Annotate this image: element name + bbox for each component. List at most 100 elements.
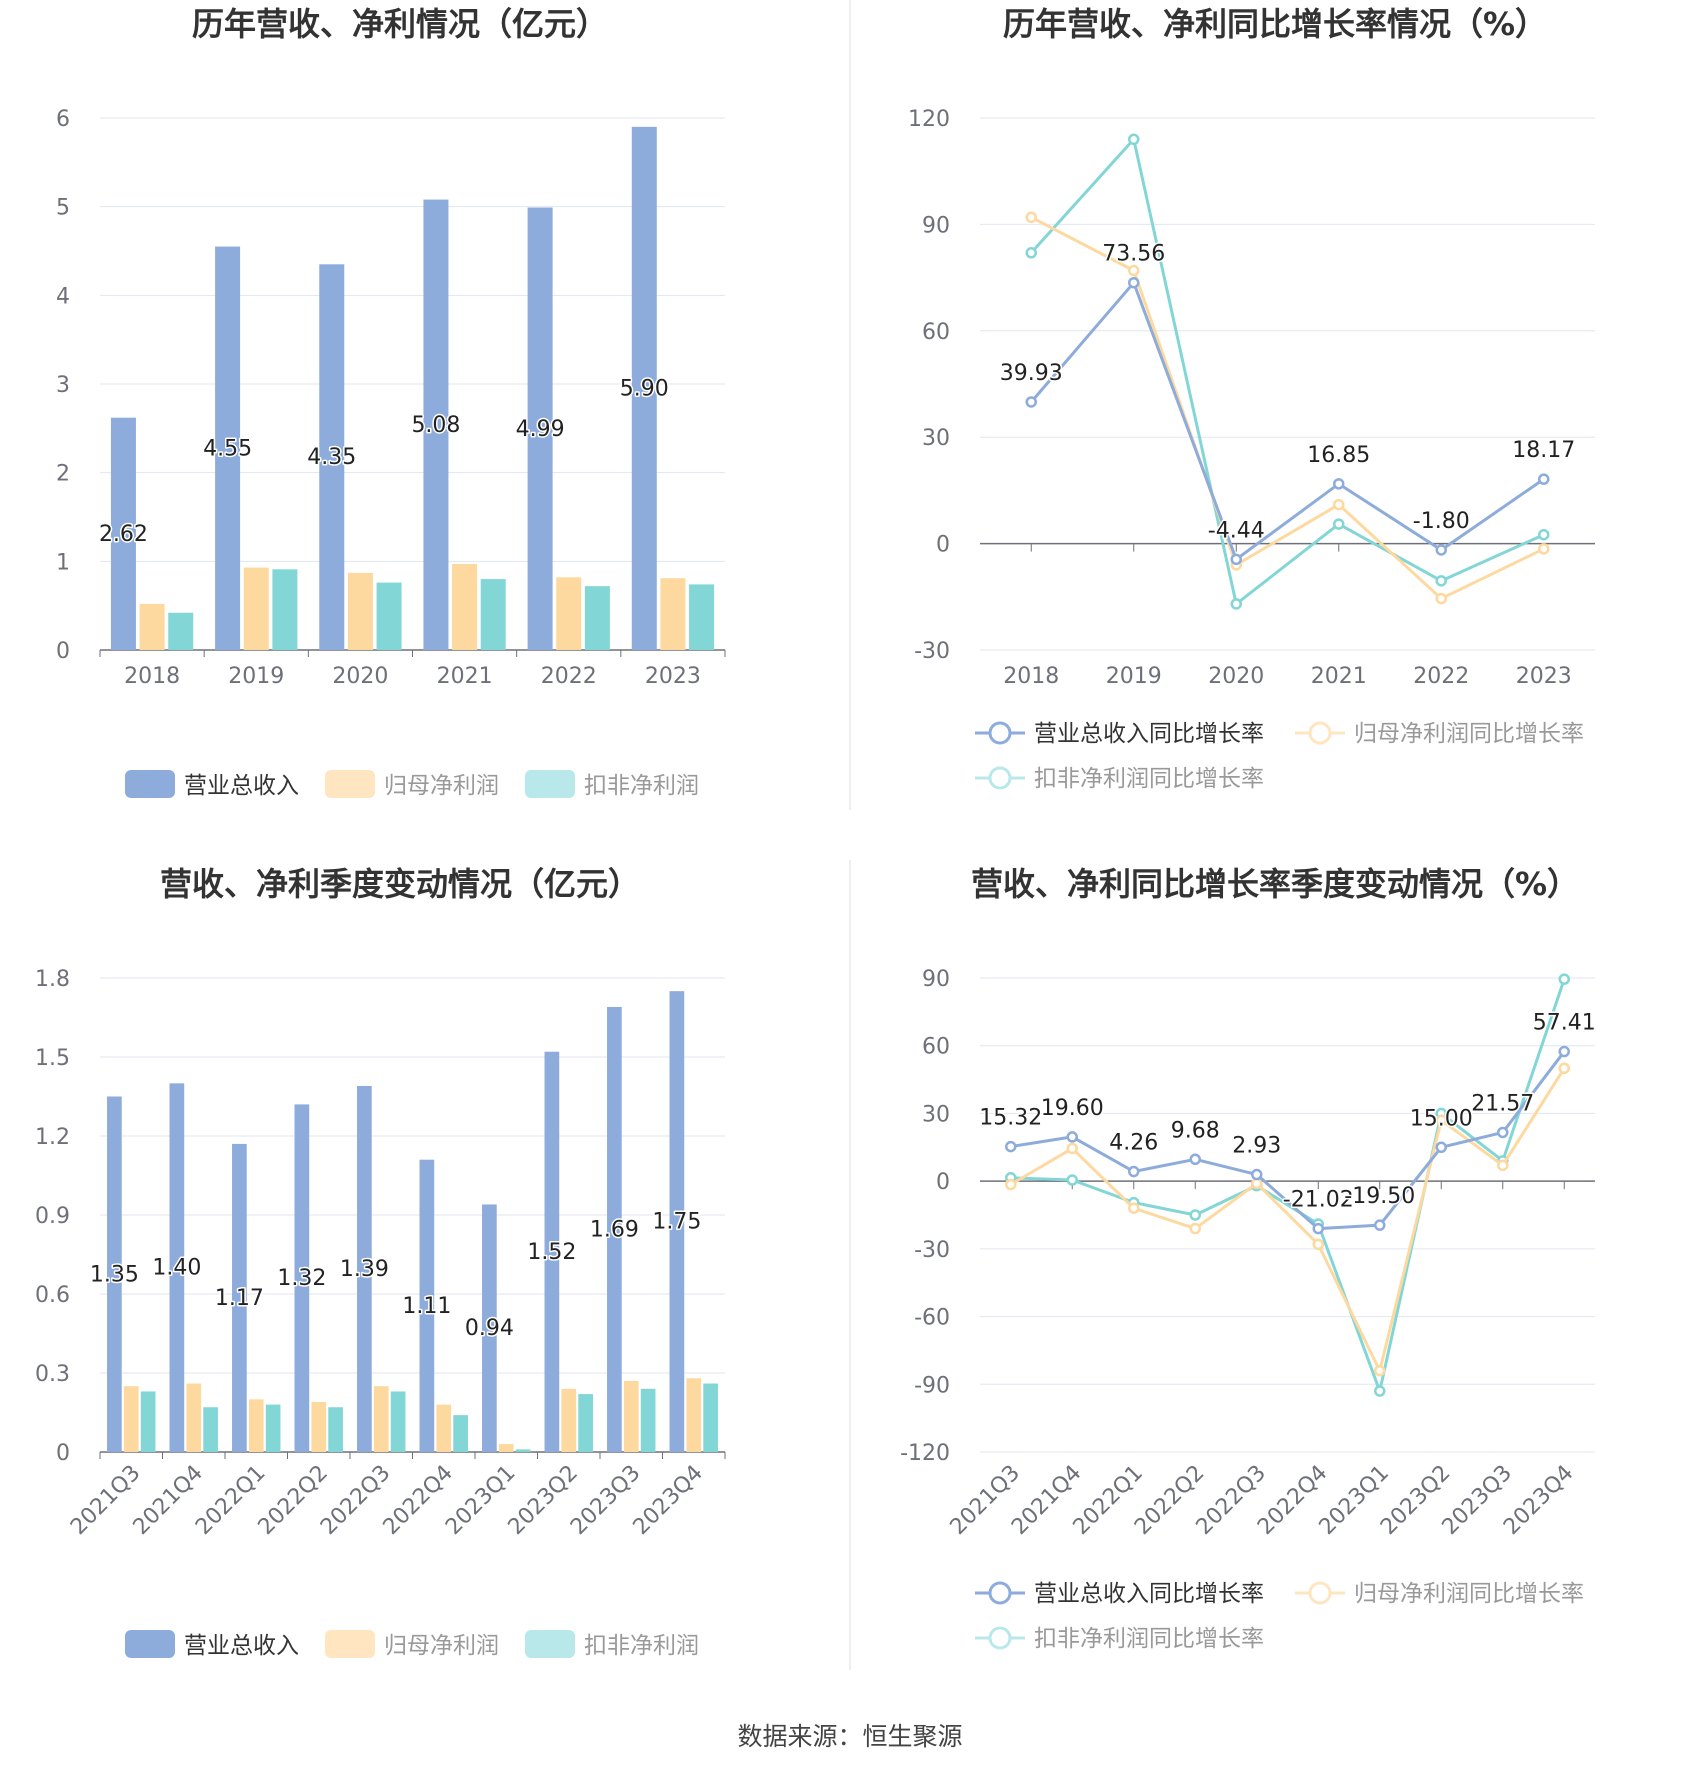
bar-revenue (631, 126, 657, 650)
bar-net_profit (623, 1380, 639, 1452)
y-tick-label: 60 (922, 1035, 950, 1060)
bar-net_profit (686, 1378, 702, 1452)
x-tick-label: 2018 (1003, 664, 1059, 689)
x-tick-label: 2021 (1311, 664, 1367, 689)
chart-title: 历年营收、净利同比增长率情况（%） (1003, 5, 1547, 43)
point-revenue (1374, 1219, 1386, 1231)
bar-deducted_profit (203, 1407, 218, 1452)
line-revenue (1010, 1050, 1566, 1231)
line-revenue (1030, 281, 1545, 561)
point-revenue (1312, 1222, 1324, 1235)
line-data-label: 15.00 (1410, 1106, 1473, 1131)
bar-data-label: 1.32 (277, 1266, 326, 1291)
bar-net_profit (248, 1399, 264, 1452)
legend-label: 扣非净利润 (584, 1633, 699, 1659)
point-deducted_profit (1538, 528, 1550, 541)
data-source-note: 数据来源：恒生聚源 (737, 1722, 962, 1751)
line-data-label: -4.44 (1208, 518, 1265, 543)
y-tick-label: 90 (922, 967, 950, 992)
bar-net_profit (347, 572, 373, 650)
legend-item-revenue: 营业总收入同比增长率 (975, 1581, 1264, 1607)
annual-revenue-profit-bar-chart: 历年营收、净利情况（亿元） 0 1 2 3 4 5 6 2018 2019 2020 2021 2022… (56, 5, 726, 799)
y-tick-label: -90 (914, 1373, 950, 1398)
x-tick-label: 2019 (228, 664, 284, 689)
legend-label: 归母净利润同比增长率 (1354, 721, 1584, 747)
line-net_profit (1030, 215, 1545, 601)
legend-label: 扣非净利润 (584, 773, 699, 799)
point-net_profit (1189, 1222, 1201, 1235)
bar-deducted_profit (168, 612, 194, 650)
point-revenue (1497, 1126, 1509, 1139)
y-tick-label: 0 (56, 639, 70, 664)
y-tick-label: 0 (936, 533, 950, 558)
legend-swatch-revenue (125, 770, 175, 798)
point-revenue (1128, 1165, 1140, 1178)
line-data-label: 19.60 (1041, 1096, 1104, 1121)
bar-data-label: 1.11 (402, 1294, 451, 1319)
line-data-label: -19.50 (1344, 1184, 1415, 1209)
chart-title: 历年营收、净利情况（亿元） (192, 5, 608, 43)
legend-swatch-marker-deducted_profit (988, 1626, 1012, 1650)
bar-revenue (215, 246, 241, 651)
bar-data-label: 1.75 (652, 1210, 701, 1235)
point-revenue (1005, 1140, 1017, 1153)
point-deducted_profit (1230, 598, 1242, 610)
bar-net_profit (243, 567, 269, 650)
point-revenue (1230, 553, 1242, 566)
bar-deducted_profit (272, 569, 298, 650)
y-tick-label: 0 (56, 1441, 70, 1466)
legend-item-deducted_profit: 扣非净利润 (525, 770, 699, 799)
y-tick-label: 30 (922, 426, 950, 451)
legend-label: 营业总收入同比增长率 (1034, 1581, 1264, 1607)
y-tick-label: 5 (56, 196, 70, 221)
bar-data-label: 1.52 (527, 1240, 576, 1265)
legend-item-net_profit: 归母净利润 (325, 770, 499, 799)
y-tick-label: -60 (914, 1306, 950, 1331)
y-tick-label: -120 (900, 1441, 950, 1466)
point-net_profit (1333, 498, 1345, 511)
point-revenue (1128, 276, 1140, 289)
bar-net_profit (452, 563, 478, 650)
bar-deducted_profit (265, 1404, 281, 1452)
y-tick-label: -30 (914, 639, 950, 664)
bar-deducted_profit (376, 582, 402, 650)
point-net_profit (1558, 1062, 1570, 1075)
legend-swatch-marker-revenue (988, 1581, 1012, 1605)
point-net_profit (1025, 211, 1037, 224)
legend-item-revenue: 营业总收入 (125, 770, 299, 799)
bar-revenue (319, 264, 345, 650)
point-net_profit (1435, 1114, 1447, 1126)
bar-deducted_profit (390, 1391, 406, 1452)
bar-data-label: 2.62 (99, 522, 148, 547)
point-deducted_profit (1189, 1209, 1201, 1221)
bar-net_profit (373, 1386, 389, 1452)
line-deducted_profit (1010, 978, 1566, 1393)
legend-item-revenue: 营业总收入 (125, 1630, 299, 1659)
y-tick-label: 6 (56, 107, 70, 132)
bar-deducted_profit (140, 1391, 156, 1452)
quarterly-revenue-profit-bar-chart: 营收、净利季度变动情况（亿元）00.30.60.91.21.51.82021Q3… (35, 865, 726, 1659)
bar-deducted_profit (515, 1449, 531, 1452)
legend-label: 扣非净利润同比增长率 (1034, 766, 1264, 792)
line-data-label: -1.80 (1413, 509, 1470, 534)
legend-item-deducted_profit: 扣非净利润同比增长率 (975, 766, 1264, 792)
y-tick-label: 0.6 (35, 1283, 70, 1308)
y-tick-label: -30 (914, 1238, 950, 1263)
line-data-label: 21.57 (1471, 1091, 1534, 1116)
y-tick-label: 0.3 (35, 1362, 70, 1387)
point-revenue (1558, 1045, 1570, 1058)
bar-revenue (357, 1085, 372, 1452)
point-revenue (1435, 544, 1447, 556)
chart-title: 营收、净利同比增长率季度变动情况（%） (971, 865, 1579, 903)
bar-revenue (294, 1104, 310, 1452)
bar-data-label: 4.55 (203, 436, 252, 461)
bar-revenue (669, 991, 685, 1452)
line-data-label: 57.41 (1533, 1011, 1596, 1036)
bar-deducted_profit (578, 1394, 593, 1452)
legend-swatch-net_profit (325, 1630, 375, 1658)
legend-label: 营业总收入同比增长率 (1034, 721, 1264, 747)
line-data-label: 73.56 (1102, 242, 1165, 267)
line-deducted_profit (1030, 137, 1545, 606)
y-tick-label: 1.2 (35, 1125, 70, 1150)
legend-label: 营业总收入 (184, 1633, 299, 1659)
